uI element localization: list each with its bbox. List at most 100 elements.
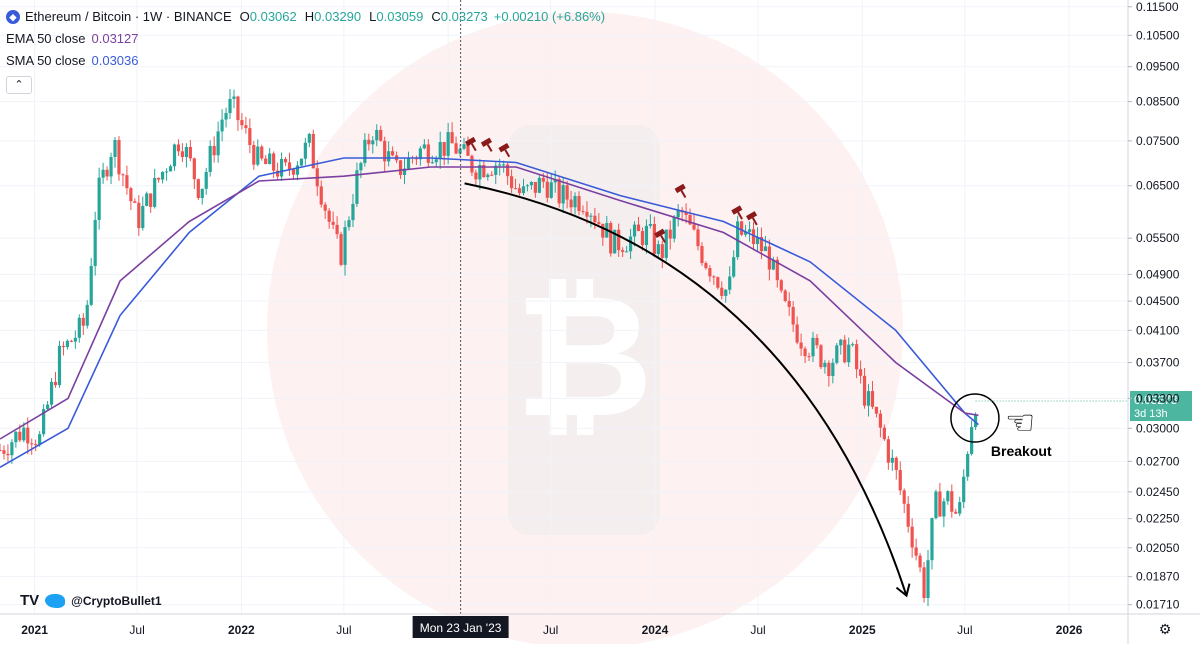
candle-body[interactable] bbox=[224, 113, 228, 120]
candle-body[interactable] bbox=[577, 196, 581, 212]
candle-body[interactable] bbox=[200, 188, 204, 198]
candle-body[interactable] bbox=[391, 151, 395, 156]
candle-body[interactable] bbox=[601, 223, 605, 238]
candle-body[interactable] bbox=[799, 342, 803, 349]
candle-body[interactable] bbox=[720, 287, 724, 296]
candle-body[interactable] bbox=[819, 345, 823, 368]
candle-body[interactable] bbox=[537, 177, 541, 193]
candle-body[interactable] bbox=[137, 202, 141, 229]
candle-body[interactable] bbox=[589, 215, 593, 217]
candle-body[interactable] bbox=[240, 120, 244, 126]
candle-body[interactable] bbox=[363, 139, 367, 164]
settings-gear-icon[interactable]: ⚙ bbox=[1159, 622, 1172, 638]
candle-body[interactable] bbox=[581, 211, 585, 213]
candle-body[interactable] bbox=[97, 177, 101, 220]
candle-body[interactable] bbox=[113, 139, 117, 157]
candle-body[interactable] bbox=[803, 348, 807, 357]
candle-body[interactable] bbox=[347, 220, 351, 228]
candle-body[interactable] bbox=[545, 181, 549, 198]
candle-body[interactable] bbox=[248, 128, 252, 146]
candle-body[interactable] bbox=[14, 431, 18, 443]
candle-body[interactable] bbox=[502, 164, 506, 166]
candle-body[interactable] bbox=[874, 406, 879, 414]
candle-body[interactable] bbox=[886, 439, 890, 463]
candle-body[interactable] bbox=[521, 186, 526, 194]
candle-body[interactable] bbox=[743, 231, 748, 235]
candle-body[interactable] bbox=[494, 165, 498, 175]
candle-body[interactable] bbox=[117, 139, 121, 175]
candle-body[interactable] bbox=[69, 340, 73, 342]
candle-body[interactable] bbox=[724, 289, 728, 296]
candle-body[interactable] bbox=[105, 169, 109, 177]
candle-body[interactable] bbox=[77, 317, 81, 338]
candle-body[interactable] bbox=[2, 450, 6, 454]
candle-body[interactable] bbox=[252, 145, 256, 165]
candle-body[interactable] bbox=[636, 224, 641, 232]
candle-body[interactable] bbox=[101, 169, 105, 178]
candle-body[interactable] bbox=[823, 362, 827, 368]
candle-body[interactable] bbox=[593, 215, 597, 223]
candle-body[interactable] bbox=[323, 204, 327, 211]
candle-body[interactable] bbox=[672, 217, 676, 239]
candle-body[interactable] bbox=[375, 129, 379, 141]
symbol-row[interactable]: ◆ Ethereum / Bitcoin · 1W · BINANCE O 0.0… bbox=[6, 6, 605, 28]
candle-body[interactable] bbox=[728, 276, 732, 290]
candle-body[interactable] bbox=[934, 491, 938, 519]
candle-body[interactable] bbox=[870, 391, 875, 407]
candle-body[interactable] bbox=[747, 229, 752, 232]
candle-body[interactable] bbox=[311, 133, 315, 169]
candle-body[interactable] bbox=[434, 159, 438, 163]
candle-body[interactable] bbox=[938, 491, 942, 517]
candle-body[interactable] bbox=[827, 362, 831, 377]
candle-body[interactable] bbox=[839, 339, 843, 346]
candle-body[interactable] bbox=[755, 236, 760, 245]
candle-body[interactable] bbox=[216, 131, 220, 156]
candle-body[interactable] bbox=[0, 449, 2, 451]
candle-body[interactable] bbox=[145, 193, 149, 206]
candle-body[interactable] bbox=[458, 148, 462, 154]
candle-body[interactable] bbox=[133, 201, 137, 203]
candle-body[interactable] bbox=[660, 244, 664, 258]
candle-body[interactable] bbox=[787, 300, 791, 307]
candle-body[interactable] bbox=[168, 166, 173, 172]
candle-body[interactable] bbox=[970, 427, 974, 454]
candle-body[interactable] bbox=[549, 182, 553, 198]
candle-body[interactable] bbox=[454, 143, 458, 154]
candle-body[interactable] bbox=[882, 427, 886, 440]
candle-body[interactable] bbox=[149, 193, 153, 207]
candle-body[interactable] bbox=[795, 324, 799, 343]
candle-body[interactable] bbox=[462, 144, 466, 149]
sma-legend-row[interactable]: SMA 50 close 0.03036 bbox=[6, 50, 605, 72]
candle-body[interactable] bbox=[220, 119, 224, 132]
candle-body[interactable] bbox=[621, 250, 625, 252]
candle-body[interactable] bbox=[831, 362, 835, 377]
candle-body[interactable] bbox=[121, 174, 125, 176]
candle-body[interactable] bbox=[272, 153, 276, 171]
candle-body[interactable] bbox=[736, 221, 740, 258]
candle-body[interactable] bbox=[204, 171, 208, 189]
candle-body[interactable] bbox=[557, 179, 561, 204]
candle-body[interactable] bbox=[644, 225, 649, 246]
candle-body[interactable] bbox=[22, 427, 26, 441]
candle-body[interactable] bbox=[541, 177, 545, 182]
candle-body[interactable] bbox=[613, 229, 617, 254]
candle-body[interactable] bbox=[553, 179, 557, 183]
candle-body[interactable] bbox=[157, 177, 161, 180]
candle-body[interactable] bbox=[196, 179, 200, 198]
candle-body[interactable] bbox=[422, 144, 426, 149]
candle-body[interactable] bbox=[573, 196, 577, 208]
candle-body[interactable] bbox=[81, 317, 85, 326]
candle-body[interactable] bbox=[474, 172, 478, 180]
candle-body[interactable] bbox=[958, 502, 962, 514]
candle-body[interactable] bbox=[268, 153, 272, 165]
candle-body[interactable] bbox=[648, 223, 652, 226]
candle-body[interactable] bbox=[759, 236, 764, 252]
candle-body[interactable] bbox=[716, 277, 720, 288]
candle-body[interactable] bbox=[18, 431, 22, 441]
candle-body[interactable] bbox=[696, 229, 700, 247]
candle-body[interactable] bbox=[898, 470, 902, 491]
candle-body[interactable] bbox=[498, 164, 502, 166]
candle-body[interactable] bbox=[628, 236, 633, 252]
candle-body[interactable] bbox=[371, 140, 375, 145]
candle-body[interactable] bbox=[299, 158, 304, 166]
